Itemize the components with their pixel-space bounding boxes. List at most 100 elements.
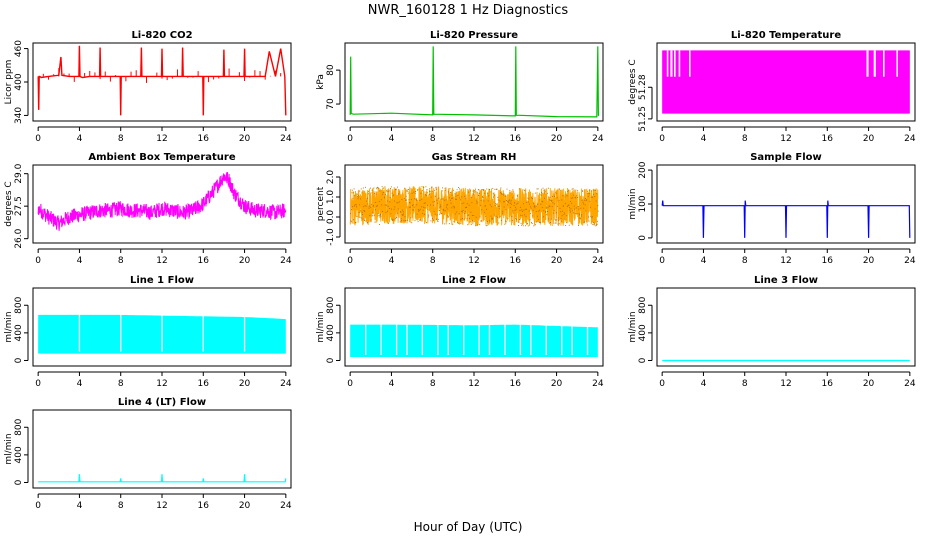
series-gap — [678, 50, 681, 77]
series-band — [662, 50, 910, 114]
x-tick-label: 24 — [904, 134, 916, 144]
y-axis: 340 400 460 — [14, 40, 29, 124]
panel-ambient-box-temperature: Ambient Box Temperature degrees C 0 4 8 12 16 2… — [4, 152, 292, 266]
y-tick-label: 0 — [638, 235, 648, 241]
x-tick-label: 24 — [904, 379, 916, 389]
panel-li820-co2: Li-820 CO2 Licor ppm 0 4 8 12 16 20 24 340 400 460 — [4, 30, 292, 144]
series-line — [38, 474, 287, 483]
y-tick-label: 400 — [14, 324, 24, 341]
x-tick-label: 20 — [239, 501, 251, 511]
x-tick-label: 20 — [239, 256, 251, 266]
series-line — [37, 45, 287, 116]
y-axis-label: ml/min — [4, 311, 14, 342]
series-gap — [674, 50, 676, 77]
plot-frame — [32, 409, 292, 489]
y-axis-label: Licor ppm — [4, 60, 14, 105]
y-axis: 51.25 51.28 — [638, 74, 653, 132]
x-tick-label: 20 — [551, 256, 563, 266]
series-gap — [670, 50, 673, 77]
y-tick-label: 51.25 — [638, 106, 648, 132]
y-tick-label: 29.0 — [14, 163, 24, 183]
panel-sample-flow: Sample Flow ml/min 0 4 8 12 16 20 24 0 100 200 — [628, 152, 916, 266]
x-tick-label: 0 — [347, 379, 353, 389]
y-tick-label: 800 — [326, 296, 336, 313]
x-tick-label: 12 — [780, 134, 791, 144]
x-tick-label: 8 — [430, 256, 436, 266]
y-tick-label: 51.28 — [638, 74, 648, 100]
y-tick-label: 800 — [14, 418, 24, 435]
x-tick-label: 24 — [592, 134, 604, 144]
x-tick-label: 20 — [239, 134, 251, 144]
y-tick-label: 1.0 — [326, 190, 336, 205]
y-tick-label: 80 — [326, 64, 336, 76]
panel-li820-pressure: Li-820 Pressure kPa 0 4 8 12 16 20 24 70 80 — [316, 30, 604, 144]
x-tick-label: 4 — [77, 256, 83, 266]
series-gap — [896, 50, 898, 77]
x-tick-label: 12 — [468, 379, 479, 389]
y-tick-label: 400 — [14, 446, 24, 463]
plot-frame — [32, 287, 292, 367]
x-axis: 0 4 8 12 16 20 24 — [35, 371, 292, 389]
plot-frame — [344, 287, 604, 367]
series-gap — [666, 50, 669, 77]
plot-frame — [344, 42, 604, 122]
x-tick-label: 12 — [780, 379, 791, 389]
x-tick-label: 16 — [510, 256, 522, 266]
x-tick-label: 12 — [780, 256, 791, 266]
series-band — [350, 324, 598, 358]
figure-title: NWR_160128 1 Hz Diagnostics — [368, 3, 569, 18]
x-tick-label: 16 — [822, 256, 834, 266]
plot-frame — [656, 164, 916, 244]
x-tick-label: 8 — [118, 379, 124, 389]
y-tick-label: 100 — [638, 195, 648, 212]
y-tick-label: 2.0 — [326, 170, 336, 185]
series-line — [349, 46, 600, 118]
y-tick-label: 800 — [638, 296, 648, 313]
x-tick-label: 8 — [118, 256, 124, 266]
y-axis-label: ml/min — [4, 433, 14, 464]
y-tick-label: 400 — [326, 324, 336, 341]
panel-title: Line 2 Flow — [442, 275, 506, 286]
x-tick-label: 16 — [198, 379, 210, 389]
series-gap — [873, 50, 876, 77]
x-axis: 0 4 8 12 16 20 24 — [659, 248, 916, 266]
y-tick-label: -1.0 — [326, 228, 336, 246]
y-tick-label: 70 — [326, 98, 336, 110]
series-line — [37, 172, 287, 231]
plot-frame — [656, 287, 916, 367]
y-tick-label: 0 — [326, 357, 336, 363]
data-series — [350, 323, 598, 358]
y-tick-label: 0.0 — [326, 210, 336, 225]
x-axis: 0 4 8 12 16 20 24 — [347, 126, 604, 144]
y-tick-label: 800 — [14, 296, 24, 313]
data-series — [37, 45, 287, 116]
x-tick-label: 16 — [198, 256, 210, 266]
plot-frame — [32, 164, 292, 244]
y-axis-label: kPa — [316, 74, 326, 90]
x-tick-label: 12 — [156, 134, 167, 144]
data-series — [662, 50, 910, 114]
panel-line3-flow: Line 3 Flow ml/min 0 4 8 12 16 20 24 0 400 800 — [628, 275, 916, 389]
panel-line4-flow: Line 4 (LT) Flow ml/min 0 4 8 12 16 20 24 0 400 800 — [4, 397, 292, 511]
plot-frame — [656, 42, 916, 122]
panel-title: Ambient Box Temperature — [88, 152, 235, 163]
x-axis: 0 4 8 12 16 20 24 — [35, 493, 292, 511]
y-axis-label: degrees C — [4, 181, 14, 226]
x-tick-label: 8 — [118, 501, 124, 511]
x-tick-label: 0 — [659, 256, 665, 266]
series-gap — [883, 50, 885, 77]
x-tick-label: 4 — [389, 256, 395, 266]
x-tick-label: 0 — [35, 501, 41, 511]
y-tick-label: 200 — [638, 161, 648, 178]
x-tick-label: 0 — [35, 256, 41, 266]
x-tick-label: 8 — [430, 379, 436, 389]
x-tick-label: 24 — [592, 379, 604, 389]
x-tick-label: 8 — [742, 379, 748, 389]
y-axis-label: degrees C — [628, 59, 638, 104]
x-tick-label: 4 — [701, 379, 707, 389]
y-axis: 0 400 800 — [14, 418, 29, 485]
x-tick-label: 12 — [468, 134, 479, 144]
y-tick-label: 26.0 — [14, 228, 24, 248]
series-points — [350, 186, 599, 227]
